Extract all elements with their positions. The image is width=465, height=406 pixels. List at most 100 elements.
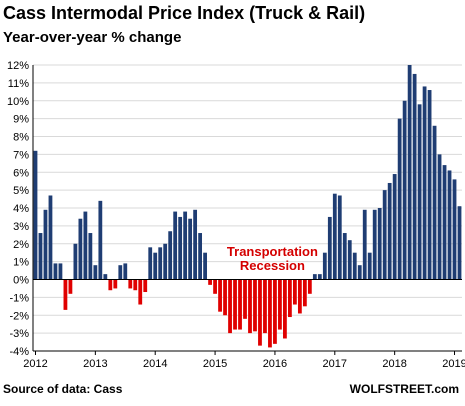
annotation-line-2: Recession: [240, 258, 305, 273]
bar: [447, 170, 452, 280]
bar: [432, 125, 437, 280]
bar: [412, 73, 417, 280]
gridlines: [33, 64, 462, 352]
y-tick-label: 2%: [13, 239, 29, 251]
bar: [98, 200, 103, 280]
bar: [53, 263, 58, 280]
annotation: Transportation Recession: [227, 244, 318, 273]
bar: [268, 279, 272, 348]
bar: [283, 279, 287, 339]
bar: [457, 206, 462, 280]
bar: [437, 154, 442, 280]
bar: [183, 211, 188, 280]
y-tick-label: 4%: [13, 203, 29, 215]
bar: [63, 279, 68, 310]
bar: [123, 263, 128, 280]
x-tick-label: 2016: [263, 358, 287, 370]
bar: [88, 233, 93, 280]
bar: [168, 231, 173, 280]
bar: [198, 233, 203, 280]
bar: [218, 279, 222, 312]
y-tick-label: -1%: [9, 292, 29, 304]
bar: [342, 233, 347, 280]
bar: [68, 279, 73, 294]
x-tick-label: 2012: [23, 358, 47, 370]
x-tick-label: 2017: [323, 358, 347, 370]
bar: [103, 274, 108, 280]
source-note: Source of data: Cass: [3, 382, 123, 396]
bar: [427, 90, 432, 280]
bar: [203, 252, 207, 280]
bar: [292, 279, 297, 305]
y-tick-label: 10%: [7, 96, 29, 108]
bar: [148, 247, 153, 280]
bar: [377, 208, 382, 280]
y-tick-label: -3%: [9, 328, 29, 340]
y-tick-label: 12%: [7, 60, 29, 72]
y-tick-label: 3%: [13, 221, 29, 233]
bar: [153, 252, 158, 280]
x-tick-label: 2013: [83, 358, 107, 370]
bar: [58, 263, 63, 280]
bar: [173, 211, 178, 280]
bar: [108, 279, 113, 291]
bar: [387, 182, 392, 280]
chart-title: Cass Intermodal Price Index (Truck & Rai…: [3, 3, 366, 23]
bar: [118, 265, 123, 280]
bar: [188, 218, 193, 280]
bar: [158, 247, 163, 280]
x-tick-label: 2014: [143, 358, 167, 370]
bar: [223, 279, 227, 316]
y-tick-label: 11%: [8, 78, 29, 90]
bar: [297, 279, 302, 314]
bars: [33, 65, 462, 348]
bar: [133, 279, 138, 291]
brand-label: WOLFSTREET.com: [349, 382, 459, 396]
bar: [288, 279, 292, 318]
bar: [322, 252, 327, 280]
bar: [372, 209, 377, 280]
bar: [228, 279, 232, 334]
bar: [113, 279, 118, 289]
bar: [422, 86, 427, 280]
bar: [83, 211, 88, 280]
bar: [238, 279, 242, 330]
bar: [312, 274, 317, 280]
bar: [442, 165, 447, 280]
bar: [258, 279, 262, 346]
bar: [382, 190, 387, 280]
bar: [48, 195, 53, 280]
bar: [128, 279, 133, 289]
bar: [248, 279, 252, 334]
bar: [233, 279, 237, 330]
bar: [138, 279, 143, 305]
chart-subtitle: Year-over-year % change: [3, 29, 182, 46]
bar: [347, 240, 352, 280]
bar: [452, 179, 457, 280]
bar: [38, 233, 43, 280]
x-tick-label: 2015: [203, 358, 227, 370]
bar: [213, 279, 217, 294]
bar: [417, 104, 422, 280]
bar: [337, 195, 342, 280]
bar: [357, 265, 362, 280]
x-tick-label: 2018: [382, 358, 406, 370]
bar: [208, 279, 212, 285]
y-tick-label: 0%: [13, 275, 29, 287]
y-tick-label: 1%: [13, 257, 29, 269]
bar: [263, 279, 267, 334]
bar: [143, 279, 148, 293]
bar: [327, 216, 332, 280]
bar: [367, 252, 372, 280]
bar: [392, 174, 397, 280]
bar: [33, 150, 38, 280]
bar: [73, 243, 78, 280]
x-tick-label: 2019: [442, 358, 465, 370]
y-tick-label: -2%: [9, 310, 29, 322]
bar: [317, 274, 322, 280]
bar: [402, 100, 407, 280]
y-tick-label: 9%: [13, 114, 29, 126]
annotation-line-1: Transportation: [227, 244, 318, 259]
bar: [243, 279, 247, 319]
